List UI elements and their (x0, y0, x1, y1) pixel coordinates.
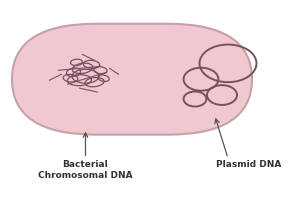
Text: Plasmid DNA: Plasmid DNA (216, 160, 282, 169)
Text: Bacterial
Chromosomal DNA: Bacterial Chromosomal DNA (38, 160, 133, 180)
FancyBboxPatch shape (12, 24, 252, 135)
